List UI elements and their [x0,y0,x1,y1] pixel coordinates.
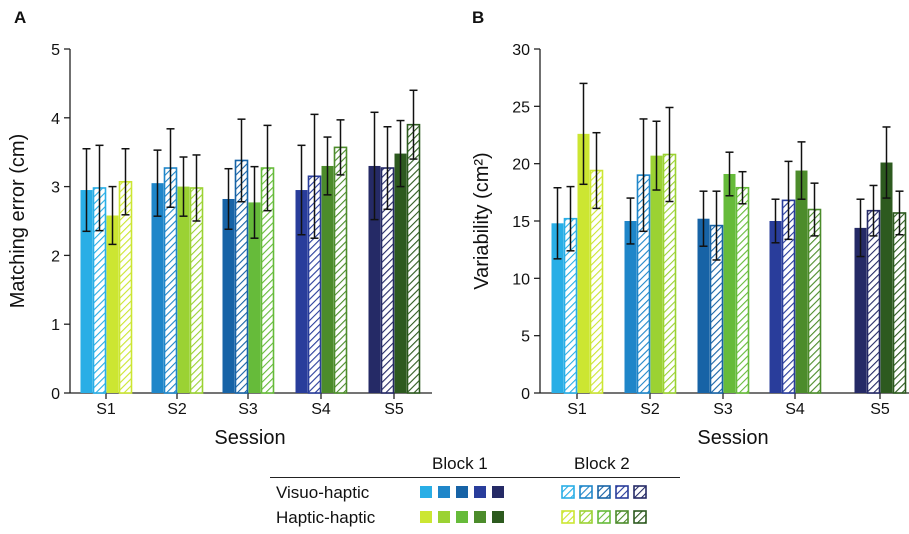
y-axis-label: Matching error (cm) [7,134,29,308]
bar [406,123,421,394]
legend-swatch-hatched [615,510,629,524]
legend: Block 1 Block 2 Visuo-haptic Haptic-hapt… [270,448,680,530]
y-tick-label: 0 [521,386,530,403]
bar [177,186,190,393]
panel-b-letter: B [472,8,485,27]
legend-block2-header: Block 2 [574,454,630,473]
bar [295,190,308,393]
legend-swatch-hatched [597,485,611,499]
y-tick-label: 20 [512,157,530,174]
legend-rule [270,477,680,478]
bar [697,218,710,393]
x-tick-label: S1 [96,401,116,418]
bar [151,183,164,393]
bar [577,133,590,393]
x-tick-label: S1 [567,401,587,418]
legend-swatch-solid [456,511,468,523]
legend-swatch-hatched [615,485,629,499]
y-tick-label: 5 [521,329,530,346]
x-tick-label: S2 [640,401,660,418]
panel-a-chart: 0 1 2 3 4 5 Matching error (cm) Session S1 S2 S3 S4… [7,42,432,449]
bar [80,190,93,393]
x-tick-label: S5 [384,401,404,418]
y-tick-label: 1 [51,317,60,334]
x-tick-label: S4 [311,401,331,418]
legend-swatch-hatched [633,485,647,499]
x-axis-label: Session [214,427,285,449]
legend-block1-header: Block 1 [432,454,488,473]
legend-swatch-solid [438,486,450,498]
legend-swatch-solid [438,511,450,523]
legend-row-haptic-haptic: Haptic-haptic [276,508,376,527]
bar [892,212,907,394]
legend-swatch-solid [420,486,432,498]
bar [735,186,750,394]
y-tick-label: 15 [512,214,530,231]
legend-row-visuo-haptic: Visuo-haptic [276,483,370,502]
bar [321,165,334,393]
legend-swatches [420,485,647,524]
bar [394,153,407,393]
legend-swatch-solid [420,511,432,523]
legend-swatch-solid [474,511,486,523]
y-tick-label: 30 [512,42,530,59]
legend-swatch-solid [474,486,486,498]
legend-swatch-solid [456,486,468,498]
x-tick-label: S4 [785,401,805,418]
bar [650,155,663,393]
y-tick-label: 5 [51,42,60,59]
x-tick-label: S5 [870,401,890,418]
bar [222,198,235,393]
bar [248,202,261,393]
legend-swatch-hatched [561,485,575,499]
y-tick-label: 3 [51,180,60,197]
bar [551,223,564,393]
y-tick-label: 25 [512,99,530,116]
panel-b-chart: 0 5 10 15 20 25 30 Variability (cm²) Session S1 S2… [471,42,909,449]
legend-swatch-solid [492,511,504,523]
y-tick-label: 2 [51,248,60,265]
bar [807,208,822,394]
legend-swatch-hatched [597,510,611,524]
bar [880,162,893,393]
bar [723,173,736,393]
bar [769,221,782,393]
bar [624,221,637,393]
x-tick-label: S3 [238,401,258,418]
bar [795,170,808,393]
y-tick-label: 0 [51,386,60,403]
x-axis-label: Session [697,427,768,449]
bar [106,215,119,393]
x-tick-label: S2 [167,401,187,418]
legend-swatch-hatched [579,510,593,524]
x-tick-label: S3 [713,401,733,418]
bar [854,227,867,393]
y-tick-label: 4 [51,111,60,128]
bar [333,146,348,394]
legend-swatch-hatched [561,510,575,524]
legend-swatch-solid [492,486,504,498]
bar [866,209,881,394]
y-axis-label: Variability (cm²) [471,152,493,289]
panel-a-letter: A [14,8,27,27]
legend-swatch-hatched [633,510,647,524]
legend-swatch-hatched [579,485,593,499]
bar [368,165,381,393]
y-tick-label: 10 [512,271,530,288]
